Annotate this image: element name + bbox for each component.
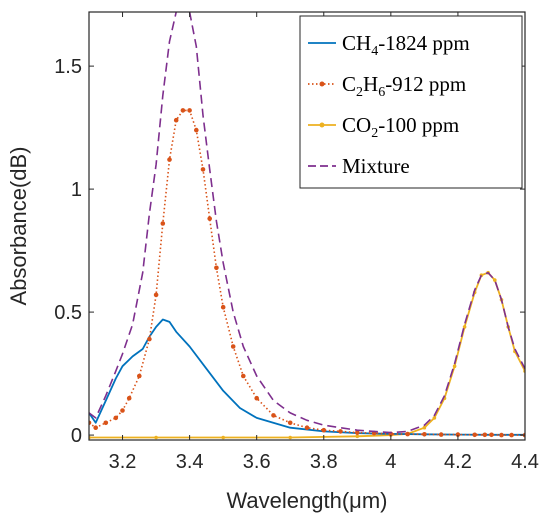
legend: CH4-1824 ppm C2H6-912 ppm CO2-100 ppm Mixtu… <box>299 15 523 189</box>
series-point-1-38 <box>509 432 514 438</box>
series-point-1-1 <box>93 425 98 431</box>
series-point-1-31 <box>422 432 427 437</box>
series-point-1-14 <box>194 127 199 133</box>
legend-label-0: CH4-1824 ppm <box>342 31 470 59</box>
y-tick-label: 0 <box>71 425 82 447</box>
y-axis-label: Absorbance(dB) <box>6 147 31 306</box>
series-point-1-4 <box>120 408 125 413</box>
series-point-2-11 <box>462 325 467 329</box>
legend-box <box>299 15 523 189</box>
series-point-1-32 <box>438 432 444 437</box>
series-point-1-7 <box>147 336 152 342</box>
series-point-1-30 <box>405 431 410 437</box>
series-point-1-21 <box>254 395 259 401</box>
series-point-2-2 <box>221 435 225 440</box>
series-point-1-33 <box>455 432 461 437</box>
series-point-2-3 <box>288 435 293 440</box>
series-point-2-1 <box>154 435 158 440</box>
series-point-2-8 <box>432 416 437 420</box>
x-axis-label: Wavelength(μm) <box>226 488 387 513</box>
series-point-1-34 <box>472 432 478 438</box>
series-point-1-3 <box>113 415 119 421</box>
series-point-1-12 <box>180 108 186 113</box>
series-point-1-36 <box>489 432 494 438</box>
x-tick-label: 3.2 <box>109 451 137 473</box>
series-point-1-23 <box>287 420 293 426</box>
y-tick-label: 0.5 <box>54 302 82 324</box>
series-point-1-27 <box>355 430 360 435</box>
series-point-2-4 <box>355 434 360 439</box>
series-line-3 <box>89 12 525 434</box>
series-point-1-9 <box>160 221 166 226</box>
y-tick-label: 1.5 <box>54 56 82 78</box>
y-tick-label: 1 <box>71 179 82 201</box>
series-point-1-2 <box>103 420 109 426</box>
series-point-1-13 <box>187 108 192 113</box>
legend-marker-1 <box>319 81 325 87</box>
x-tick-label: 3.4 <box>176 451 204 473</box>
series-point-1-37 <box>499 432 504 438</box>
axes-box <box>88 11 526 441</box>
series-point-1-6 <box>137 373 142 379</box>
series-point-1-5 <box>126 395 132 401</box>
series-layer <box>89 12 525 440</box>
series-point-1-10 <box>167 157 172 162</box>
series-point-1-25 <box>321 427 327 433</box>
series-point-1-17 <box>214 265 219 271</box>
x-tick-label: 3.6 <box>243 451 271 473</box>
series-point-1-20 <box>241 373 246 379</box>
x-tick-label: 3.8 <box>310 451 338 473</box>
series-point-1-8 <box>153 292 159 298</box>
series-point-1-18 <box>220 304 226 310</box>
legend-marker-2 <box>319 122 325 128</box>
legend-label-1: C2H6-912 ppm <box>342 72 466 100</box>
series-point-1-24 <box>304 425 310 431</box>
series-point-1-19 <box>230 344 236 349</box>
series-point-1-35 <box>482 432 488 438</box>
series-point-1-11 <box>173 117 179 123</box>
series-point-1-26 <box>338 429 343 434</box>
series-line-1 <box>89 109 525 436</box>
x-tick-label: 4.2 <box>444 451 472 473</box>
axes-layer: 3.2 3.4 3.6 3.8 4 4.2 4.4 0 0.5 1 1.5 <box>54 11 539 473</box>
series-point-1-15 <box>200 167 206 172</box>
legend-label-3: Mixture <box>342 154 410 178</box>
series-point-1-22 <box>271 413 276 418</box>
series-point-2-15 <box>493 278 497 282</box>
legend-label-2: CO2-100 ppm <box>342 113 459 141</box>
x-tick-label: 4 <box>385 451 396 473</box>
series-point-2-7 <box>422 425 427 430</box>
series-point-1-16 <box>207 216 212 221</box>
x-tick-label: 4.4 <box>511 451 539 473</box>
series-point-2-10 <box>452 364 457 369</box>
